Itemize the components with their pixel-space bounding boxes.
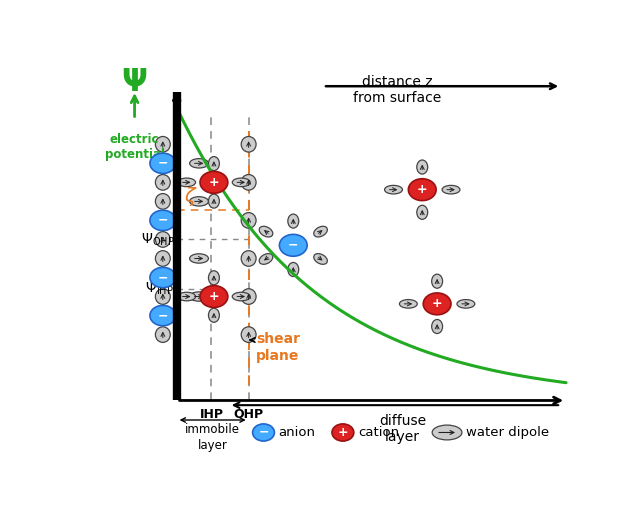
Ellipse shape bbox=[156, 288, 170, 304]
Circle shape bbox=[150, 210, 176, 231]
Circle shape bbox=[200, 285, 228, 307]
Ellipse shape bbox=[259, 254, 273, 264]
Ellipse shape bbox=[232, 178, 250, 187]
Ellipse shape bbox=[156, 232, 170, 247]
Text: −: − bbox=[157, 157, 168, 170]
Ellipse shape bbox=[189, 254, 209, 263]
Ellipse shape bbox=[178, 292, 196, 301]
Circle shape bbox=[200, 171, 228, 193]
Circle shape bbox=[253, 424, 275, 441]
Ellipse shape bbox=[442, 186, 460, 194]
Ellipse shape bbox=[314, 226, 328, 237]
Text: −: − bbox=[259, 426, 269, 439]
Ellipse shape bbox=[156, 194, 170, 209]
Text: −: − bbox=[157, 271, 168, 284]
Ellipse shape bbox=[156, 174, 170, 190]
Circle shape bbox=[150, 267, 176, 287]
Text: +: + bbox=[209, 290, 220, 303]
Ellipse shape bbox=[209, 308, 220, 322]
Circle shape bbox=[150, 153, 176, 173]
Text: −: − bbox=[157, 309, 168, 322]
Text: +: + bbox=[432, 298, 442, 310]
Text: $\Psi_{\rm IHP}$: $\Psi_{\rm IHP}$ bbox=[145, 281, 174, 298]
Ellipse shape bbox=[432, 425, 462, 440]
Text: +: + bbox=[417, 183, 428, 196]
Ellipse shape bbox=[288, 214, 299, 228]
Text: +: + bbox=[209, 176, 220, 189]
Ellipse shape bbox=[417, 205, 428, 220]
Circle shape bbox=[332, 424, 354, 441]
Text: $\Psi_{\rm OHP}$: $\Psi_{\rm OHP}$ bbox=[141, 231, 174, 247]
Ellipse shape bbox=[241, 327, 256, 342]
Ellipse shape bbox=[241, 174, 256, 190]
Ellipse shape bbox=[209, 194, 220, 208]
Ellipse shape bbox=[431, 319, 443, 334]
Text: $\mathbf{\Psi}$: $\mathbf{\Psi}$ bbox=[122, 68, 148, 97]
Ellipse shape bbox=[189, 159, 209, 168]
Circle shape bbox=[423, 293, 451, 315]
Ellipse shape bbox=[241, 136, 256, 152]
Ellipse shape bbox=[232, 292, 250, 301]
Ellipse shape bbox=[288, 263, 299, 276]
Ellipse shape bbox=[431, 274, 443, 288]
Text: OHP: OHP bbox=[234, 408, 264, 420]
Text: anion: anion bbox=[278, 426, 316, 439]
Text: immobile
layer: immobile layer bbox=[185, 423, 240, 452]
Text: cation: cation bbox=[358, 426, 399, 439]
Circle shape bbox=[280, 234, 307, 256]
Ellipse shape bbox=[209, 157, 220, 171]
Ellipse shape bbox=[385, 186, 403, 194]
Circle shape bbox=[408, 179, 436, 201]
Ellipse shape bbox=[241, 250, 256, 266]
Text: −: − bbox=[157, 214, 168, 227]
Ellipse shape bbox=[259, 226, 273, 237]
Ellipse shape bbox=[156, 327, 170, 342]
Text: water dipole: water dipole bbox=[466, 426, 549, 439]
Ellipse shape bbox=[457, 300, 475, 308]
Ellipse shape bbox=[417, 160, 428, 174]
Circle shape bbox=[150, 305, 176, 325]
Ellipse shape bbox=[189, 292, 209, 301]
Ellipse shape bbox=[241, 212, 256, 228]
Text: electric
potential: electric potential bbox=[104, 133, 164, 161]
Ellipse shape bbox=[156, 136, 170, 152]
Ellipse shape bbox=[189, 197, 209, 206]
Ellipse shape bbox=[399, 300, 417, 308]
Text: −: − bbox=[288, 239, 298, 252]
Ellipse shape bbox=[156, 250, 170, 266]
Ellipse shape bbox=[241, 288, 256, 304]
Ellipse shape bbox=[314, 254, 328, 264]
Text: +: + bbox=[337, 426, 348, 439]
Text: diffuse
layer: diffuse layer bbox=[379, 414, 426, 444]
Text: distance z
from surface: distance z from surface bbox=[353, 75, 442, 105]
Ellipse shape bbox=[209, 271, 220, 285]
Ellipse shape bbox=[178, 178, 196, 187]
Text: $\zeta$: $\zeta$ bbox=[184, 185, 198, 208]
Text: IHP: IHP bbox=[200, 408, 223, 420]
Text: shear
plane: shear plane bbox=[256, 332, 300, 364]
